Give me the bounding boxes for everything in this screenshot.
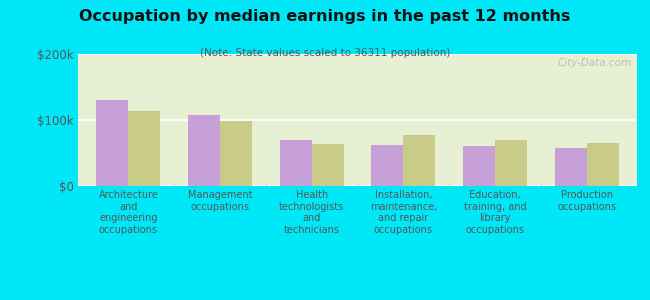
Bar xyxy=(188,115,220,186)
Text: Occupation by median earnings in the past 12 months: Occupation by median earnings in the pas… xyxy=(79,9,571,24)
Bar xyxy=(129,111,161,186)
Bar xyxy=(495,140,527,186)
Bar xyxy=(220,121,252,186)
Bar xyxy=(554,148,586,186)
Bar xyxy=(371,145,403,186)
Bar xyxy=(463,146,495,186)
Text: City-Data.com: City-Data.com xyxy=(557,58,631,68)
Bar xyxy=(403,134,436,186)
Bar xyxy=(280,140,312,186)
Bar xyxy=(312,144,344,186)
Text: (Note: State values scaled to 36311 population): (Note: State values scaled to 36311 popu… xyxy=(200,48,450,58)
Bar xyxy=(96,100,129,186)
Bar xyxy=(586,143,619,186)
